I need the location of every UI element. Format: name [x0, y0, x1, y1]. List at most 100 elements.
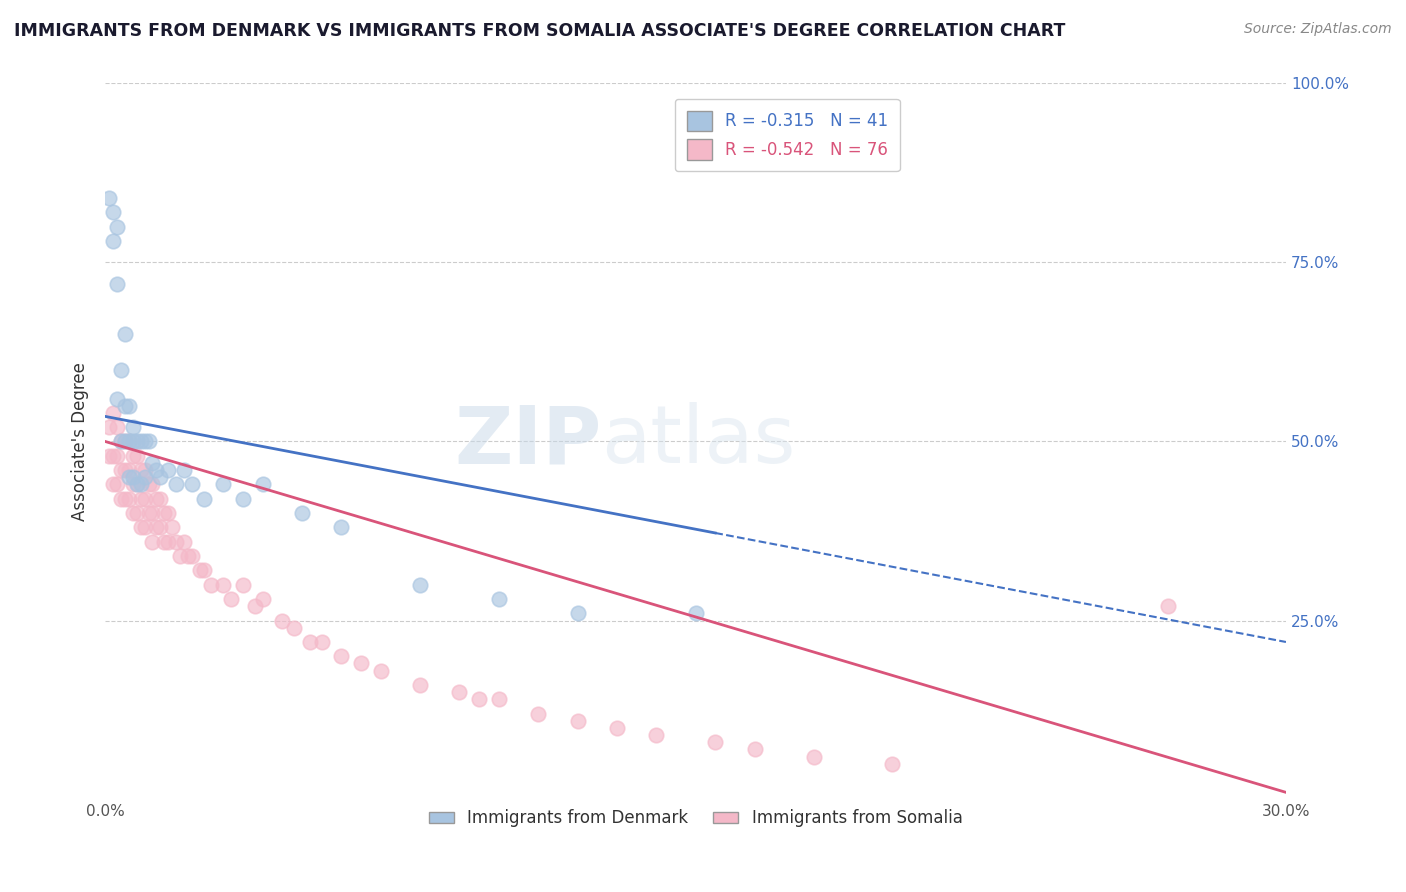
Point — [468, 692, 491, 706]
Point — [645, 728, 668, 742]
Point — [110, 434, 132, 449]
Point — [125, 506, 148, 520]
Point — [121, 420, 143, 434]
Point — [488, 592, 510, 607]
Point — [685, 607, 707, 621]
Point — [118, 491, 141, 506]
Point — [188, 563, 211, 577]
Point — [803, 749, 825, 764]
Point — [169, 549, 191, 563]
Point — [165, 534, 187, 549]
Point — [114, 327, 136, 342]
Point — [121, 477, 143, 491]
Point — [449, 685, 471, 699]
Point — [200, 577, 222, 591]
Point — [138, 434, 160, 449]
Point — [105, 420, 128, 434]
Point — [409, 678, 432, 692]
Point — [153, 534, 176, 549]
Point — [101, 205, 124, 219]
Point — [232, 491, 254, 506]
Point — [141, 506, 163, 520]
Point — [567, 607, 589, 621]
Point — [125, 477, 148, 491]
Text: Source: ZipAtlas.com: Source: ZipAtlas.com — [1244, 22, 1392, 37]
Point — [125, 434, 148, 449]
Point — [350, 657, 373, 671]
Point — [177, 549, 200, 563]
Point — [141, 456, 163, 470]
Point — [118, 470, 141, 484]
Point — [1157, 599, 1180, 614]
Point — [291, 506, 314, 520]
Point — [193, 563, 215, 577]
Point — [101, 406, 124, 420]
Point — [98, 191, 121, 205]
Point — [138, 477, 160, 491]
Point — [330, 520, 353, 534]
Point — [160, 520, 183, 534]
Point — [145, 491, 167, 506]
Point — [134, 520, 156, 534]
Point — [114, 434, 136, 449]
Point — [118, 434, 141, 449]
Point — [125, 477, 148, 491]
Point — [527, 706, 550, 721]
Point — [173, 534, 195, 549]
Point — [149, 491, 172, 506]
Point — [311, 635, 333, 649]
Point — [114, 434, 136, 449]
Point — [180, 549, 202, 563]
Point — [105, 277, 128, 291]
Point — [110, 463, 132, 477]
Point — [165, 477, 187, 491]
Point — [149, 470, 172, 484]
Point — [330, 649, 353, 664]
Point — [98, 449, 121, 463]
Point — [173, 463, 195, 477]
Point — [409, 577, 432, 591]
Y-axis label: Associate's Degree: Associate's Degree — [72, 362, 89, 521]
Point — [606, 721, 628, 735]
Point — [105, 219, 128, 234]
Point — [110, 434, 132, 449]
Point — [101, 477, 124, 491]
Point — [180, 477, 202, 491]
Point — [271, 614, 294, 628]
Point — [118, 399, 141, 413]
Point — [98, 420, 121, 434]
Point — [252, 477, 274, 491]
Point — [101, 449, 124, 463]
Point — [105, 477, 128, 491]
Text: IMMIGRANTS FROM DENMARK VS IMMIGRANTS FROM SOMALIA ASSOCIATE'S DEGREE CORRELATIO: IMMIGRANTS FROM DENMARK VS IMMIGRANTS FR… — [14, 22, 1066, 40]
Point — [145, 520, 167, 534]
Point — [129, 520, 152, 534]
Point — [212, 477, 235, 491]
Point — [157, 463, 180, 477]
Point — [129, 477, 152, 491]
Text: atlas: atlas — [602, 402, 796, 481]
Point — [121, 449, 143, 463]
Point — [145, 463, 167, 477]
Point — [134, 470, 156, 484]
Point — [134, 434, 156, 449]
Point — [157, 506, 180, 520]
Point — [118, 463, 141, 477]
Point — [105, 392, 128, 406]
Point — [219, 592, 242, 607]
Point — [193, 491, 215, 506]
Point — [121, 434, 143, 449]
Point — [298, 635, 321, 649]
Point — [125, 449, 148, 463]
Point — [121, 470, 143, 484]
Point — [114, 491, 136, 506]
Point — [114, 463, 136, 477]
Point — [129, 491, 152, 506]
Point — [138, 506, 160, 520]
Point — [134, 463, 156, 477]
Point — [110, 363, 132, 377]
Point — [141, 534, 163, 549]
Point — [232, 577, 254, 591]
Point — [121, 506, 143, 520]
Point — [129, 434, 152, 449]
